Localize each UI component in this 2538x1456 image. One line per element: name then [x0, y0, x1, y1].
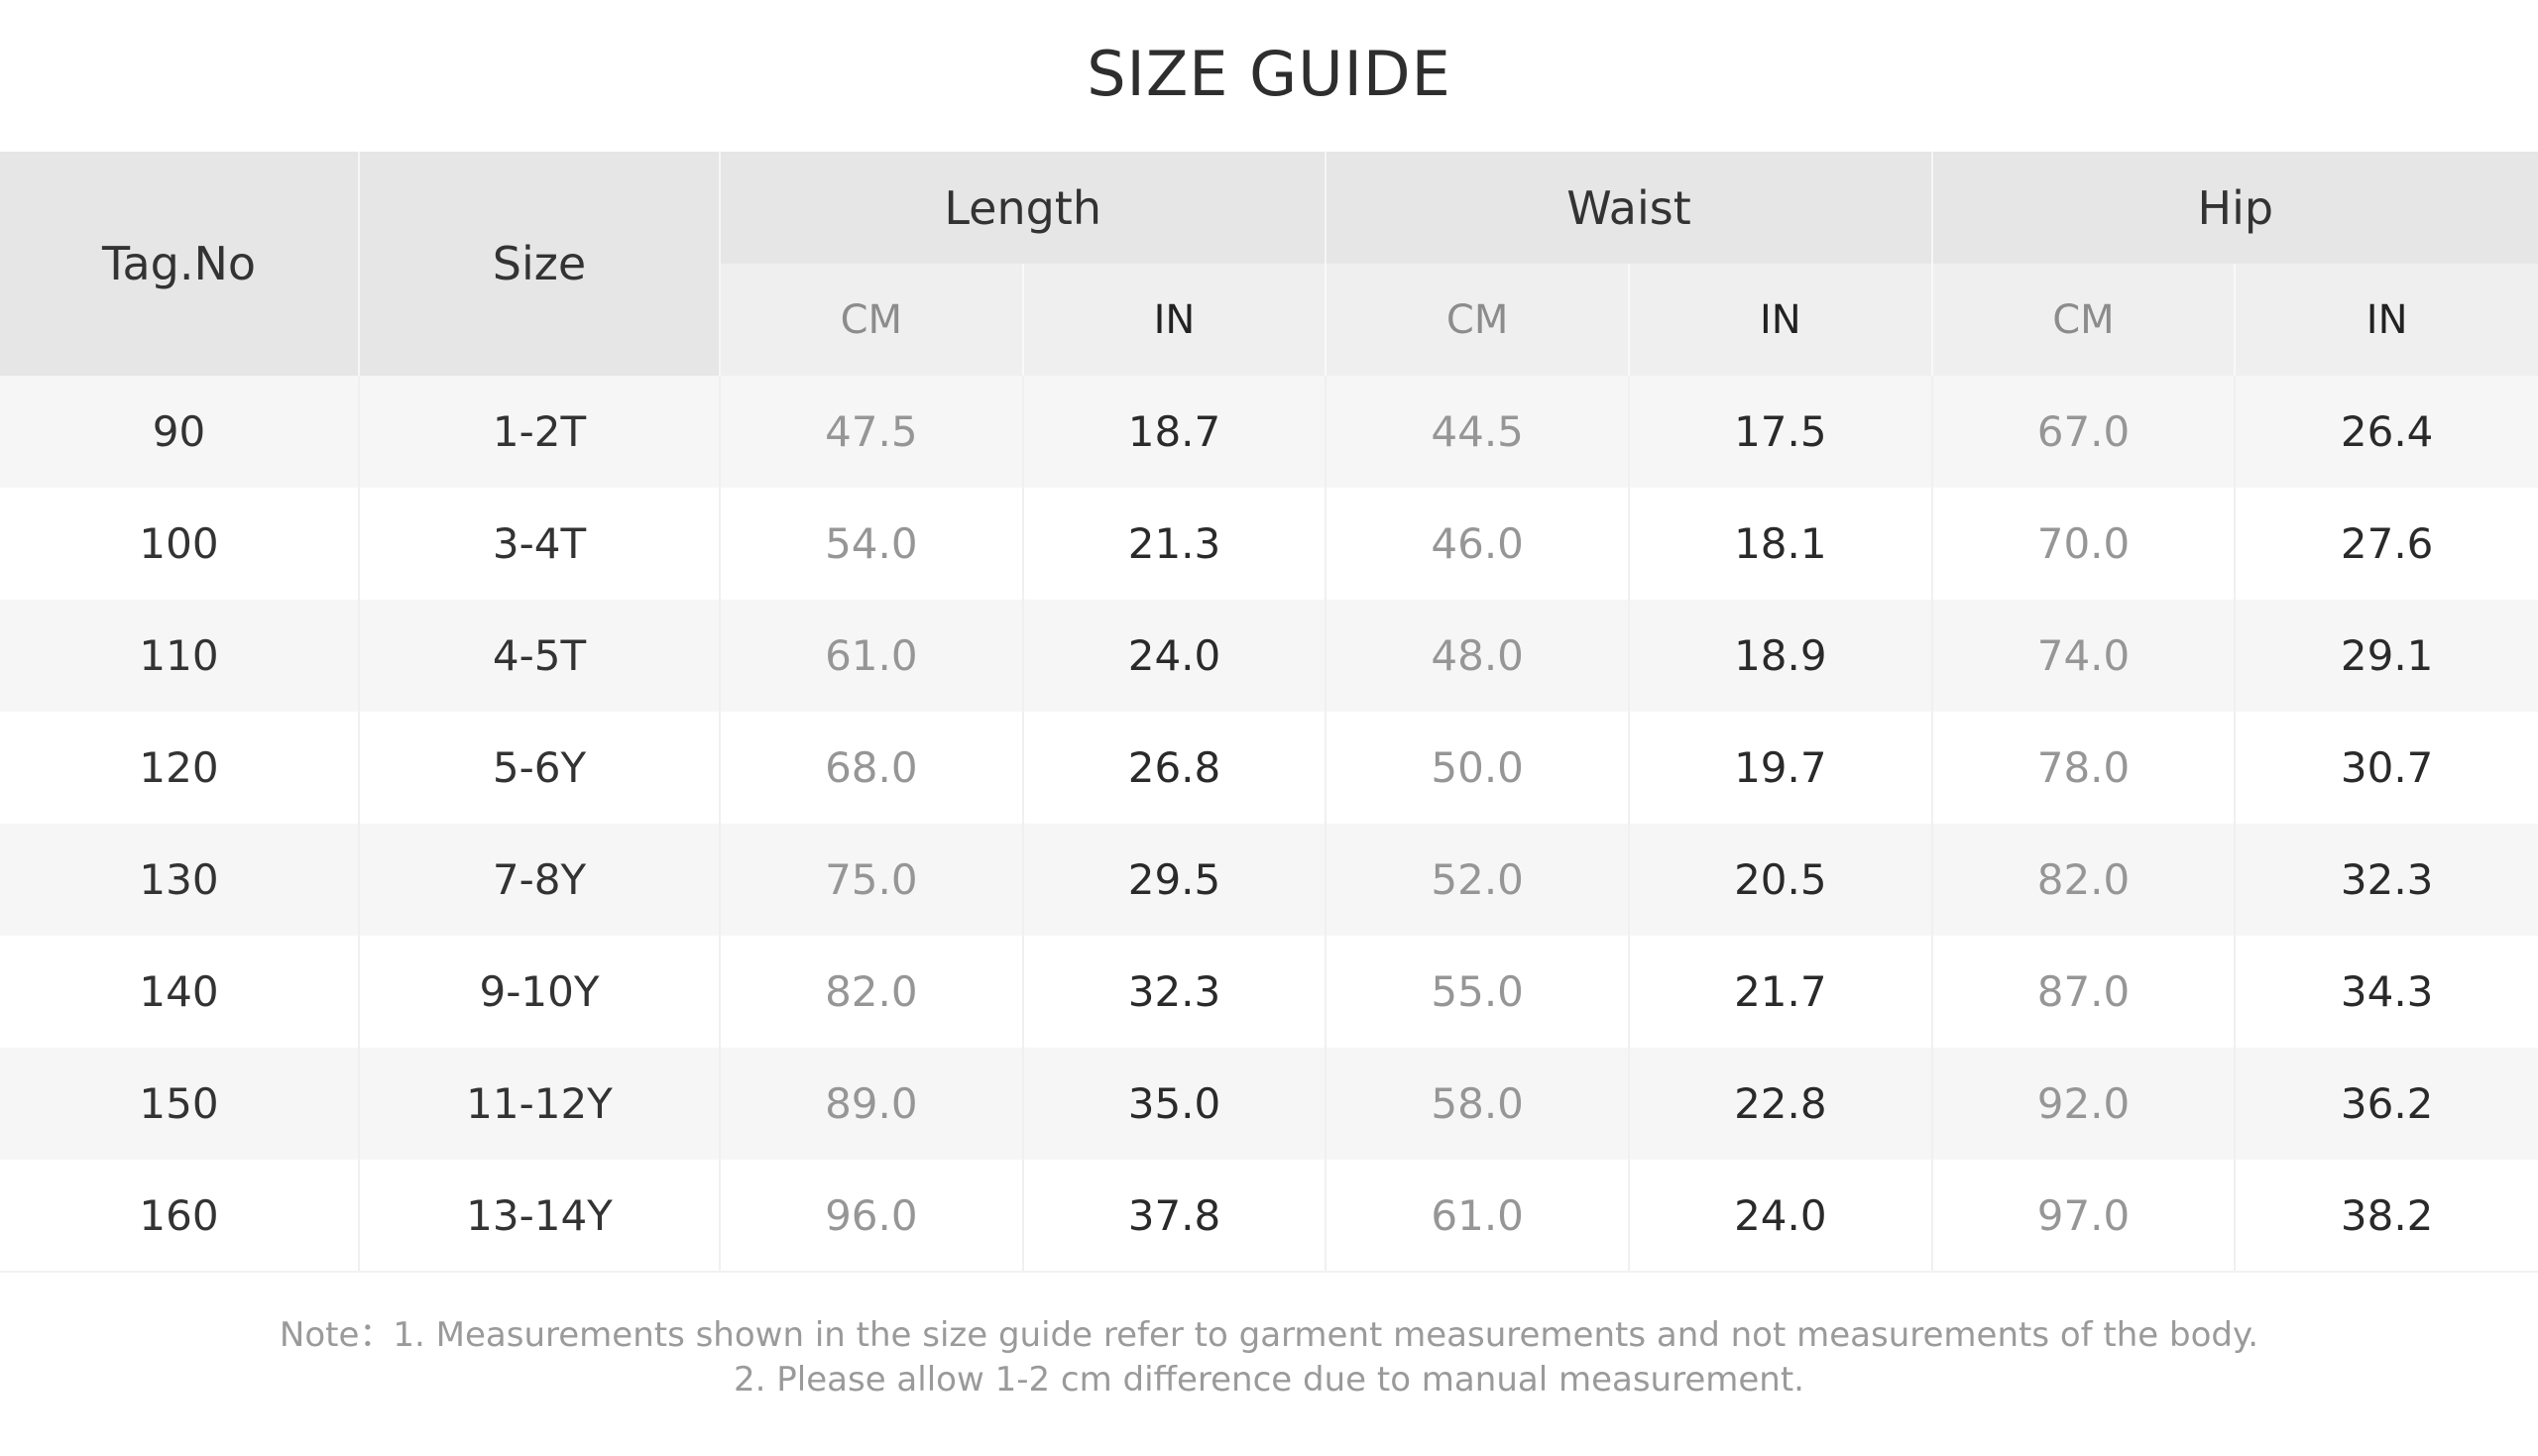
cell-tag-no: 90: [0, 376, 360, 488]
cell-waist-in: 18.1: [1628, 488, 1933, 600]
cell-size: 5-6Y: [359, 712, 721, 824]
table-body: 90 1-2T 47.5 18.7 44.5 17.5 67.0 26.4 100 3-4T 54.…: [0, 376, 2538, 1273]
cell-waist-in: 21.7: [1628, 936, 1933, 1048]
cell-size: 4-5T: [359, 600, 721, 712]
cell-hip-in: 29.1: [2235, 600, 2538, 712]
cell-hip-in: 34.3: [2235, 936, 2538, 1048]
cell-hip-cm: 67.0: [1931, 376, 2237, 488]
cell-hip-cm: 78.0: [1931, 712, 2237, 824]
header-waist-cm: CM: [1326, 264, 1630, 376]
header-waist-in: IN: [1628, 264, 1933, 376]
cell-waist-in: 20.5: [1628, 824, 1933, 936]
cell-waist-in: 19.7: [1628, 712, 1933, 824]
size-guide-table-container: Tag.No Size Length Waist Hip CM IN CM IN…: [0, 152, 2538, 1273]
table-row: 90 1-2T 47.5 18.7 44.5 17.5 67.0 26.4: [0, 376, 2538, 488]
header-length: Length: [720, 152, 1327, 264]
cell-length-cm: 68.0: [720, 712, 1024, 824]
page-title: SIZE GUIDE: [1087, 38, 1451, 110]
header-hip: Hip: [1931, 152, 2538, 264]
header-waist: Waist: [1326, 152, 1933, 264]
cell-waist-cm: 46.0: [1326, 488, 1630, 600]
cell-waist-cm: 44.5: [1326, 376, 1630, 488]
table-row: 120 5-6Y 68.0 26.8 50.0 19.7 78.0 30.7: [0, 712, 2538, 824]
cell-length-cm: 96.0: [720, 1160, 1024, 1273]
cell-tag-no: 140: [0, 936, 360, 1048]
size-guide-table: Tag.No Size Length Waist Hip CM IN CM IN…: [0, 152, 2538, 1273]
cell-length-in: 21.3: [1022, 488, 1327, 600]
header-row-groups: Tag.No Size Length Waist Hip: [0, 152, 2538, 376]
cell-waist-cm: 61.0: [1326, 1160, 1630, 1273]
cell-length-in: 37.8: [1022, 1160, 1327, 1273]
cell-tag-no: 110: [0, 600, 360, 712]
cell-waist-cm: 48.0: [1326, 600, 1630, 712]
cell-length-in: 29.5: [1022, 824, 1327, 936]
cell-length-cm: 54.0: [720, 488, 1024, 600]
cell-tag-no: 160: [0, 1160, 360, 1273]
cell-size: 11-12Y: [359, 1048, 721, 1160]
cell-tag-no: 120: [0, 712, 360, 824]
cell-tag-no: 150: [0, 1048, 360, 1160]
cell-length-in: 26.8: [1022, 712, 1327, 824]
table-row: 160 13-14Y 96.0 37.8 61.0 24.0 97.0 38.2: [0, 1160, 2538, 1273]
cell-waist-in: 18.9: [1628, 600, 1933, 712]
table-row: 140 9-10Y 82.0 32.3 55.0 21.7 87.0 34.3: [0, 936, 2538, 1048]
cell-length-in: 35.0: [1022, 1048, 1327, 1160]
cell-hip-cm: 82.0: [1931, 824, 2237, 936]
header-length-in: IN: [1022, 264, 1327, 376]
cell-hip-in: 26.4: [2235, 376, 2538, 488]
header-hip-in: IN: [2235, 264, 2538, 376]
cell-hip-in: 32.3: [2235, 824, 2538, 936]
cell-waist-cm: 50.0: [1326, 712, 1630, 824]
cell-size: 9-10Y: [359, 936, 721, 1048]
cell-length-cm: 82.0: [720, 936, 1024, 1048]
cell-tag-no: 100: [0, 488, 360, 600]
cell-length-cm: 61.0: [720, 600, 1024, 712]
table-row: 150 11-12Y 89.0 35.0 58.0 22.8 92.0 36.2: [0, 1048, 2538, 1160]
measurement-note: Note：1. Measurements shown in the size g…: [0, 1313, 2538, 1402]
cell-hip-cm: 97.0: [1931, 1160, 2237, 1273]
cell-hip-in: 36.2: [2235, 1048, 2538, 1160]
cell-length-in: 24.0: [1022, 600, 1327, 712]
header-hip-cm: CM: [1931, 264, 2237, 376]
cell-length-in: 32.3: [1022, 936, 1327, 1048]
cell-waist-in: 22.8: [1628, 1048, 1933, 1160]
header-size: Size: [359, 152, 721, 376]
cell-waist-cm: 52.0: [1326, 824, 1630, 936]
table-row: 130 7-8Y 75.0 29.5 52.0 20.5 82.0 32.3: [0, 824, 2538, 936]
cell-waist-cm: 58.0: [1326, 1048, 1630, 1160]
cell-hip-cm: 87.0: [1931, 936, 2237, 1048]
cell-hip-in: 30.7: [2235, 712, 2538, 824]
cell-length-cm: 89.0: [720, 1048, 1024, 1160]
table-row: 110 4-5T 61.0 24.0 48.0 18.9 74.0 29.1: [0, 600, 2538, 712]
table-row: 100 3-4T 54.0 21.3 46.0 18.1 70.0 27.6: [0, 488, 2538, 600]
header-row-units: CM IN CM IN CM IN: [0, 264, 2538, 376]
note-line-1: Note：1. Measurements shown in the size g…: [279, 1315, 2259, 1355]
cell-length-cm: 75.0: [720, 824, 1024, 936]
cell-hip-cm: 92.0: [1931, 1048, 2237, 1160]
note-line-2: 2. Please allow 1-2 cm difference due to…: [734, 1360, 1804, 1400]
cell-waist-in: 24.0: [1628, 1160, 1933, 1273]
cell-length-cm: 47.5: [720, 376, 1024, 488]
cell-hip-cm: 74.0: [1931, 600, 2237, 712]
header-length-cm: CM: [720, 264, 1024, 376]
cell-size: 7-8Y: [359, 824, 721, 936]
cell-hip-in: 38.2: [2235, 1160, 2538, 1273]
cell-hip-in: 27.6: [2235, 488, 2538, 600]
cell-size: 1-2T: [359, 376, 721, 488]
header-tag-no: Tag.No: [0, 152, 360, 376]
cell-tag-no: 130: [0, 824, 360, 936]
cell-size: 13-14Y: [359, 1160, 721, 1273]
cell-size: 3-4T: [359, 488, 721, 600]
cell-waist-cm: 55.0: [1326, 936, 1630, 1048]
cell-hip-cm: 70.0: [1931, 488, 2237, 600]
cell-length-in: 18.7: [1022, 376, 1327, 488]
cell-waist-in: 17.5: [1628, 376, 1933, 488]
